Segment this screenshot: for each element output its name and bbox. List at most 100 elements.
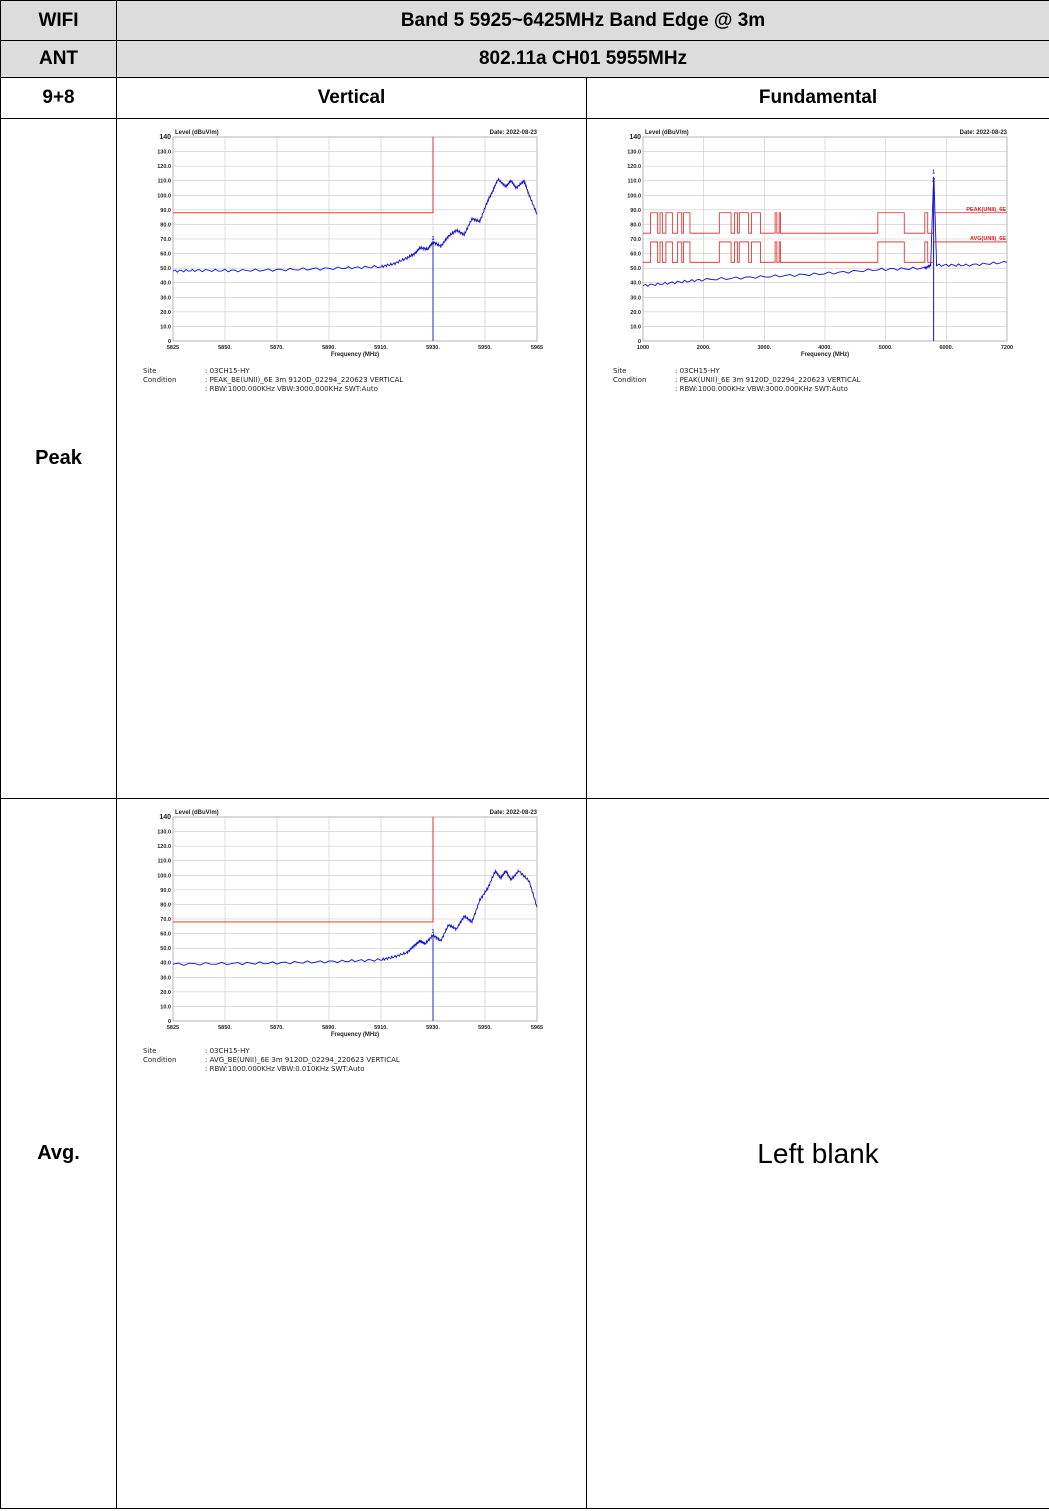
rbw-value: : RBW:1000.000KHz VBW:3000.000KHz SWT:Au…: [205, 385, 378, 393]
y-tick-label: 120.0: [157, 164, 171, 170]
condition-key: Condition: [613, 376, 647, 384]
marker-label: 1: [932, 169, 935, 175]
marker-label: 1: [432, 236, 435, 242]
header-band-title: Band 5 5925~6425MHz Band Edge @ 3m: [115, 0, 1049, 41]
x-axis-label: Frequency (MHz): [331, 352, 379, 358]
avg-vertical-chart: 0 10.0 20.0 30.0 40.0 50.0 60.0 70.0 80.0 90.0 100…: [157, 810, 543, 1038]
site-key: Site: [613, 367, 627, 375]
x-axis-label: Frequency (MHz): [801, 352, 849, 358]
plot-date: Date: 2022-08-23: [960, 130, 1008, 136]
y-tick-label: 110.0: [628, 179, 641, 185]
marker-label: 2: [932, 178, 935, 184]
peak-fundamental-chart: 0 10.0 20.0 30.0 40.0 50.0 60.0 70.0 80.0 90.0 100…: [627, 130, 1013, 358]
y-tick-label: 140: [159, 814, 171, 821]
x-tick-label: 3000.: [757, 345, 771, 351]
x-tick-label: 5910.: [374, 1025, 388, 1031]
peak-fundamental-cell: 0 10.0 20.0 30.0 40.0 50.0 60.0 70.0 80.0 90.0 100…: [585, 118, 1049, 799]
x-tick-label: 5870.: [270, 1025, 284, 1031]
y-tick-label: 60.0: [630, 252, 641, 258]
limit-label: AVG(UNII)_6E: [970, 236, 1006, 242]
peak-vertical-meta: Site : 03CH15-HY Condition : PEAK_BE(UNII)…: [143, 367, 586, 394]
site-key: Site: [143, 1047, 157, 1055]
condition-key: Condition: [143, 376, 177, 384]
limit-line: [173, 137, 434, 214]
y-axis-label: Level (dBuV/m): [175, 810, 219, 816]
header-ant: ANT: [0, 40, 117, 78]
plot-date: Date: 2022-08-23: [490, 810, 538, 816]
header-wifi: WIFI: [0, 0, 117, 41]
header-channel: 802.11a CH01 5955MHz: [115, 40, 1049, 78]
limit-label: PEAK(UNII)_6E: [966, 207, 1006, 213]
y-tick-label: 100.0: [157, 193, 171, 199]
y-tick-label: 40.0: [630, 281, 641, 287]
x-tick-label: 5850.: [218, 1025, 232, 1031]
limit-line: [643, 212, 1007, 234]
site-key: Site: [143, 367, 157, 375]
measurement-trace: [172, 868, 538, 966]
y-tick-label: 140: [159, 134, 171, 141]
peak-vertical-chart: 0 10.0 20.0 30.0 40.0 50.0 60.0 70.0 80.0 90.0 100…: [157, 130, 543, 358]
x-tick-label: 5965: [531, 1025, 543, 1031]
condition-value: : PEAK_BE(UNII)_6E 3m 9120D_02294_220623…: [205, 376, 404, 384]
y-tick-label: 70.0: [160, 237, 171, 243]
y-tick-label: 90.0: [630, 208, 641, 214]
y-tick-label: 100.0: [157, 873, 171, 879]
x-tick-label: 5870.: [270, 345, 284, 351]
row-label-peak: Peak: [0, 118, 117, 799]
y-tick-label: 120.0: [627, 164, 641, 170]
y-tick-label: 10.0: [160, 324, 171, 330]
header-fundamental: Fundamental: [585, 77, 1049, 119]
x-tick-label: 4000.: [818, 345, 832, 351]
rbw-value: : RBW:1000.000KHz VBW:3000.000KHz SWT:Au…: [675, 385, 848, 393]
measurement-trace: [172, 177, 538, 273]
condition-value: : PEAK(UNII)_6E 3m 9120D_02294_220623 VE…: [675, 376, 861, 384]
y-tick-label: 130.0: [627, 150, 641, 156]
y-tick-label: 100.0: [627, 193, 641, 199]
x-tick-label: 5930.: [426, 1025, 440, 1031]
avg-vertical-cell: 0 10.0 20.0 30.0 40.0 50.0 60.0 70.0 80.0 90.0 100…: [116, 798, 587, 1509]
x-tick-label: 7200: [1001, 345, 1013, 351]
y-tick-label: 20.0: [160, 990, 171, 996]
header-ant-config: 9+8: [0, 77, 117, 119]
site-value: : 03CH15-HY: [205, 1047, 250, 1055]
y-tick-label: 90.0: [160, 208, 171, 214]
avg-vertical-meta: Site: 03CH15-HY Condition: AVG_BE(UNII)_…: [143, 1047, 586, 1074]
peak-vertical-plot: 0 10.0 20.0 30.0 40.0 50.0 60.0 70.0 80.0 90.0 100…: [145, 123, 545, 363]
y-tick-label: 0: [168, 339, 171, 345]
y-tick-label: 90.0: [160, 888, 171, 894]
y-tick-label: 70.0: [160, 917, 171, 923]
y-tick-label: 60.0: [160, 932, 171, 938]
y-tick-label: 10.0: [630, 324, 641, 330]
y-tick-label: 50.0: [160, 266, 171, 272]
y-tick-label: 60.0: [160, 252, 171, 258]
y-tick-label: 70.0: [630, 237, 641, 243]
y-tick-label: 30.0: [160, 975, 171, 981]
y-tick-label: 110.0: [158, 859, 171, 865]
y-tick-label: 40.0: [160, 281, 171, 287]
x-tick-label: 5950.: [478, 1025, 492, 1031]
y-tick-label: 140: [629, 134, 641, 141]
y-tick-label: 0: [168, 1019, 171, 1025]
avg-vertical-plot: 0 10.0 20.0 30.0 40.0 50.0 60.0 70.0 80.0 90.0 100…: [145, 803, 545, 1043]
condition-value: : AVG_BE(UNII)_6E 3m 9120D_02294_220623 …: [205, 1056, 400, 1064]
y-tick-label: 30.0: [160, 295, 171, 301]
rbw-value: : RBW:1000.000KHz VBW:0.010KHz SWT:Auto: [205, 1065, 365, 1073]
y-tick-label: 20.0: [630, 310, 641, 316]
x-tick-label: 5950.: [478, 345, 492, 351]
limit-line: [173, 817, 434, 923]
peak-vertical-cell: 0 10.0 20.0 30.0 40.0 50.0 60.0 70.0 80.0 90.0 100…: [116, 118, 587, 799]
x-tick-label: 5890.: [322, 345, 336, 351]
site-value: : 03CH15-HY: [675, 367, 720, 375]
x-tick-label: 5910.: [374, 345, 388, 351]
site-value: : 03CH15-HY: [205, 367, 250, 375]
marker-label: 1: [432, 929, 435, 935]
y-tick-label: 130.0: [157, 830, 171, 836]
x-tick-label: 6000.: [939, 345, 953, 351]
header-vertical: Vertical: [116, 77, 587, 119]
y-tick-label: 50.0: [160, 946, 171, 952]
y-tick-label: 40.0: [160, 961, 171, 967]
y-axis-label: Level (dBuV/m): [645, 130, 689, 136]
y-tick-label: 120.0: [157, 844, 171, 850]
x-axis-label: Frequency (MHz): [331, 1032, 379, 1038]
